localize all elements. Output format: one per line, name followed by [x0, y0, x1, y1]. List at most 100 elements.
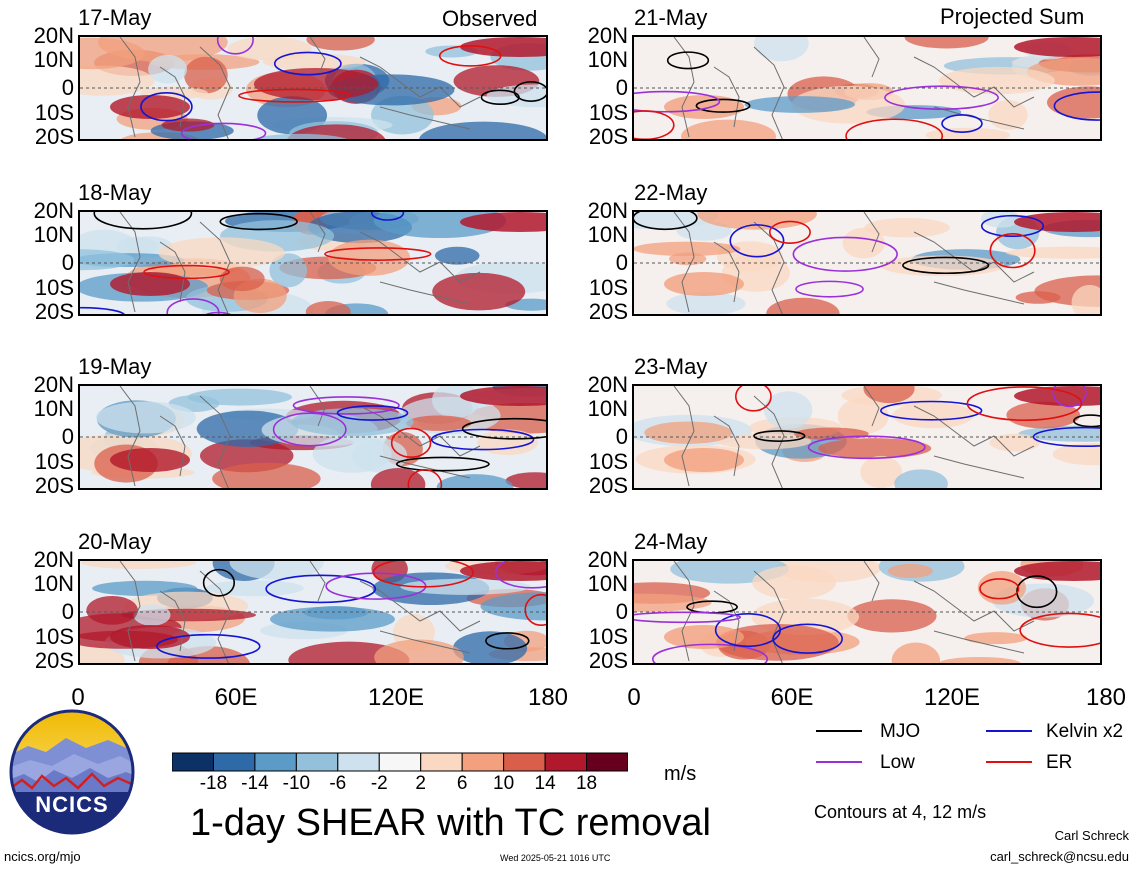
lat-tick-observed-0-4: 20S [34, 124, 74, 149]
lat-tick-observed-0-3: 10S [34, 100, 74, 125]
lat-tick-projected-2-1: 10N [587, 396, 628, 421]
lat-tick-projected-3-3: 10S [588, 624, 628, 649]
lat-tick-observed-3-1: 10N [33, 571, 74, 596]
lon-tick-left-60e: 60E [214, 684, 258, 711]
map-panel-projected-1 [632, 210, 1102, 316]
lat-tick-projected-1-3: 10S [588, 275, 628, 300]
map-panel-observed-3 [78, 559, 548, 665]
lon-tick-left-180: 180 [527, 684, 569, 711]
colorbar-tick-label: 2 [415, 773, 426, 794]
legend-kelvin-line [986, 722, 1032, 740]
colorbar-tick-label: 6 [456, 773, 468, 794]
legend-low-line [816, 753, 862, 771]
shear-field [80, 561, 546, 663]
legend-er-label: ER [1046, 752, 1073, 773]
colorbar-tick-label: 10 [493, 773, 515, 794]
lat-tick-projected-2-2: 0 [615, 424, 628, 449]
lat-tick-projected-1-4: 20S [588, 299, 628, 324]
contours-note: Contours at 4, 12 m/s [814, 802, 987, 822]
author-email[interactable]: carl_schreck@ncsu.edu [990, 849, 1129, 864]
lat-tick-projected-0-2: 0 [615, 75, 628, 100]
colorbar-tick-label: 14 [534, 773, 556, 794]
observed-header: Observed [442, 6, 538, 31]
colorbar-swatch [337, 752, 380, 772]
colorbar-tick-label: -6 [329, 773, 347, 794]
lat-tick-observed-3-2: 0 [61, 599, 74, 624]
shear-field [80, 37, 546, 139]
colorbar-swatch [420, 752, 463, 772]
map-panel-projected-0 [632, 35, 1102, 141]
colorbar-swatch [503, 752, 546, 772]
ncics-logo: NCICS [8, 708, 136, 836]
lon-tick-left-120e: 120E [367, 684, 425, 711]
map-panel-projected-2 [632, 384, 1102, 490]
lat-tick-observed-1-4: 20S [34, 299, 74, 324]
lat-tick-projected-2-0: 20N [587, 372, 628, 397]
colorbar-swatch [212, 752, 256, 772]
legend-mjo-line [816, 722, 862, 740]
shear-field [80, 212, 546, 314]
lat-tick-projected-0-1: 10N [587, 47, 628, 72]
colorbar-swatch [378, 752, 422, 772]
colorbar-unit: m/s [664, 763, 697, 785]
legend-er-line [986, 753, 1032, 771]
panel-date-projected-3: 24-May [634, 529, 708, 554]
map-panel-observed-1 [78, 210, 548, 316]
colorbar-swatch [586, 752, 629, 772]
colorbar-swatches [171, 752, 629, 772]
lat-tick-projected-2-3: 10S [588, 449, 628, 474]
lat-tick-projected-3-0: 20N [587, 547, 628, 572]
colorbar-swatch [544, 752, 588, 772]
projected-header: Projected Sum [940, 4, 1085, 29]
lat-tick-projected-0-0: 20N [587, 23, 628, 48]
panel-date-projected-2: 23-May [634, 354, 708, 379]
author-name: Carl Schreck [1054, 828, 1129, 843]
lat-tick-observed-2-3: 10S [34, 449, 74, 474]
colorbar-swatch [295, 752, 339, 772]
lat-tick-observed-3-4: 20S [34, 648, 74, 673]
lat-tick-observed-3-3: 10S [34, 624, 74, 649]
lat-tick-projected-3-2: 0 [615, 599, 628, 624]
lat-tick-projected-1-1: 10N [587, 222, 628, 247]
lat-tick-projected-1-0: 20N [587, 198, 628, 223]
website-link[interactable]: ncics.org/mjo [4, 849, 81, 864]
legend-kelvin-label: Kelvin x2 [1046, 721, 1124, 742]
lat-tick-projected-0-3: 10S [588, 100, 628, 125]
shear-field [634, 212, 1100, 314]
lat-tick-projected-3-1: 10N [587, 571, 628, 596]
lon-tick-right-180: 180 [1085, 684, 1127, 711]
lat-tick-observed-2-1: 10N [33, 396, 74, 421]
lat-tick-observed-0-1: 10N [33, 47, 74, 72]
lat-tick-projected-1-2: 0 [615, 250, 628, 275]
map-panel-observed-2 [78, 384, 548, 490]
shear-field [80, 386, 546, 488]
colorbar-tick-label: -10 [282, 773, 311, 794]
lat-tick-projected-0-4: 20S [588, 124, 628, 149]
colorbar-swatch [254, 752, 297, 772]
legend-low-label: Low [880, 752, 915, 773]
lat-tick-observed-0-2: 0 [61, 75, 74, 100]
lon-tick-right-60e: 60E [770, 684, 814, 711]
colorbar [171, 752, 629, 777]
lat-tick-observed-1-2: 0 [61, 250, 74, 275]
panel-date-observed-2: 19-May [78, 354, 152, 379]
colorbar-tick-label: -18 [199, 773, 228, 794]
lat-tick-observed-2-4: 20S [34, 473, 74, 498]
lon-tick-right-0: 0 [627, 684, 641, 711]
colorbar-swatch [461, 752, 505, 772]
shear-field [634, 386, 1100, 488]
shear-field [634, 561, 1100, 663]
panel-date-observed-0: 17-May [78, 5, 152, 30]
map-panel-observed-0 [78, 35, 548, 141]
logo-text: NCICS [35, 792, 109, 817]
legend-mjo-label: MJO [880, 721, 921, 742]
lat-tick-observed-1-0: 20N [33, 198, 74, 223]
lat-tick-observed-3-0: 20N [33, 547, 74, 572]
lat-tick-observed-1-3: 10S [34, 275, 74, 300]
lat-tick-observed-0-0: 20N [33, 23, 74, 48]
map-panel-projected-3 [632, 559, 1102, 665]
lon-tick-right-120e: 120E [923, 684, 981, 711]
lon-tick-left-0: 0 [71, 684, 85, 711]
timestamp: Wed 2025-05-21 1016 UTC [500, 853, 611, 863]
lat-tick-projected-2-4: 20S [588, 473, 628, 498]
